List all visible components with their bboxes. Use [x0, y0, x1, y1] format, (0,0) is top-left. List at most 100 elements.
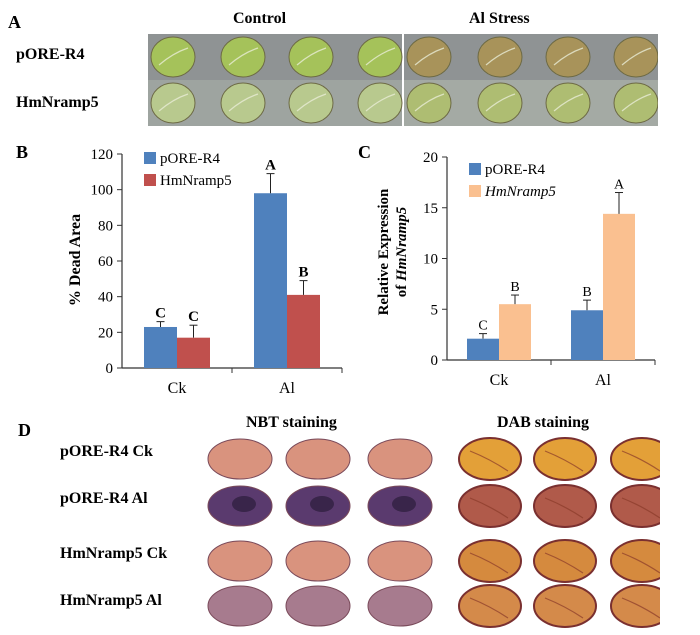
chart-b-legend-swatch-1 — [144, 174, 156, 186]
nbt-disc-0-2 — [367, 438, 433, 480]
chart-c-ylabel-prefix: of — [394, 281, 410, 297]
chart-b-bar-0-1 — [254, 193, 287, 368]
chart-c-ytick-label: 20 — [423, 150, 438, 166]
leaf-disc-a-0-2 — [288, 36, 334, 78]
chart-c-sig-letter-1-0: B — [510, 280, 519, 295]
leaf-vein-a-1-5 — [485, 93, 516, 112]
panel-d-row-label-1: pORE-R4 Al — [60, 490, 148, 507]
panel-d-header-dab: DAB staining — [497, 414, 590, 431]
chart-c-ytick-label: 0 — [431, 353, 439, 369]
chart-b-ylabel: % Dead Area — [67, 214, 84, 306]
chart-b-sig-letter-1-1: B — [298, 265, 308, 281]
chart-b-xtick-label: Ck — [168, 380, 187, 397]
nbt-disc-2-0 — [207, 540, 273, 582]
chart-c-legend-swatch-0 — [469, 163, 481, 175]
leaf-disc-a-1-7 — [613, 82, 658, 124]
panel-c-letter: C — [358, 142, 371, 162]
dab-vein-2-0 — [469, 552, 509, 574]
nbt-disc-0-0 — [207, 438, 273, 480]
chart-c-legend-swatch-1 — [469, 185, 481, 197]
leaf-disc-a-1-2 — [288, 82, 334, 124]
leaf-vein-a-1-6 — [553, 93, 584, 112]
leaf-vein-a-0-7 — [621, 47, 652, 66]
chart-c-sig-letter-0-0: C — [478, 319, 487, 334]
chart-c-legend-label-1: HmNramp5 — [484, 184, 556, 200]
dab-vein-0-2 — [621, 450, 660, 472]
chart-c-bar-0-0 — [467, 338, 499, 360]
leaf-vein-a-0-0 — [158, 47, 189, 66]
dab-disc-3-1 — [533, 584, 597, 628]
leaf-vein-a-0-2 — [296, 47, 327, 66]
chart-b-bar-1-0 — [177, 337, 210, 368]
chart-c-bar-1-1 — [603, 213, 635, 360]
leaf-disc-a-0-7 — [613, 36, 658, 78]
nbt-disc-3-2 — [367, 585, 433, 627]
dab-disc-1-2 — [610, 484, 660, 528]
chart-b-sig-letter-1-0: C — [188, 309, 199, 325]
leaf-disc-a-0-0 — [150, 36, 196, 78]
chart-c-ylabel-line2: of HmNramp5 — [394, 206, 410, 297]
panel-a-leaf-photo — [148, 34, 658, 126]
panel-d-letter: D — [18, 420, 31, 440]
chart-c-ytick-label: 10 — [423, 252, 438, 268]
dab-disc-0-1 — [533, 437, 597, 481]
panel-a-row-label-hmnramp5: HmNramp5 — [16, 94, 99, 111]
chart-c-ylabel-gene: HmNramp5 — [394, 206, 410, 282]
chart-b-legend-label-0: pORE-R4 — [160, 151, 221, 167]
dab-disc-2-1 — [533, 539, 597, 583]
chart-b-ytick-label: 20 — [98, 325, 113, 341]
dab-disc-2-0 — [458, 539, 522, 583]
dab-disc-0-2 — [610, 437, 660, 481]
chart-b-ytick-label: 0 — [106, 361, 114, 377]
dab-vein-0-0 — [469, 450, 509, 472]
panel-d-row-label-2: HmNramp5 Ck — [60, 545, 168, 562]
chart-b-bar-0-0 — [144, 326, 177, 368]
chart-c-xtick-label: Al — [595, 372, 612, 389]
dab-disc-3-0 — [458, 584, 522, 628]
chart-b-ytick-label: 60 — [98, 254, 113, 270]
chart-c-ylabel-line1: Relative Expression — [376, 188, 392, 315]
chart-b-ytick-label: 40 — [98, 290, 113, 306]
nbt-disc-2-1 — [285, 540, 351, 582]
chart-b-legend-label-1: HmNramp5 — [160, 173, 232, 189]
nbt-disc-2-2 — [367, 540, 433, 582]
dab-vein-3-0 — [469, 597, 509, 619]
leaf-disc-a-1-4 — [406, 82, 452, 124]
chart-b-svg: % Dead Area 0 20 40 60 80 100 120 Ck C C Al A BpORE-… — [67, 147, 343, 397]
leaf-vein-a-0-1 — [228, 47, 259, 66]
chart-b-sig-letter-0-0: C — [155, 306, 166, 322]
dab-disc-1-0 — [458, 484, 522, 528]
dab-disc-2-2 — [610, 539, 660, 583]
chart-b-sig-letter-0-1: A — [265, 158, 276, 174]
chart-c-ytick-label: 5 — [431, 302, 439, 318]
leaf-disc-a-0-1 — [220, 36, 266, 78]
dab-disc-3-2 — [610, 584, 660, 628]
leaf-disc-a-0-3 — [357, 36, 403, 78]
leaf-disc-a-1-3 — [357, 82, 403, 124]
chart-c-svg: Relative Expression of HmNramp5 0 5 10 15 20… — [376, 150, 656, 389]
leaf-disc-a-0-6 — [545, 36, 591, 78]
dab-vein-0-1 — [544, 450, 584, 472]
leaf-disc-a-1-1 — [220, 82, 266, 124]
panel-a-row-label-pore-r4: pORE-R4 — [16, 46, 85, 63]
chart-b-xtick-label: Al — [279, 380, 296, 397]
panel-d-row-label-3: HmNramp5 Al — [60, 592, 162, 609]
chart-c-legend-label-0: pORE-R4 — [485, 162, 546, 178]
leaf-disc-a-0-5 — [477, 36, 523, 78]
leaf-vein-a-1-0 — [158, 93, 189, 112]
dab-disc-0-0 — [458, 437, 522, 481]
panel-a-leaf-discs — [150, 36, 658, 124]
leaf-disc-a-1-6 — [545, 82, 591, 124]
chart-b-ytick-label: 120 — [91, 147, 114, 163]
dab-vein-2-1 — [544, 552, 584, 574]
leaf-vein-a-1-4 — [414, 93, 445, 112]
dab-vein-3-2 — [621, 597, 660, 619]
leaf-vein-a-1-2 — [296, 93, 327, 112]
nbt-disc-spot-1-2 — [392, 496, 416, 512]
dab-vein-1-0 — [469, 497, 509, 519]
leaf-disc-a-1-0 — [150, 82, 196, 124]
dab-vein-1-1 — [544, 497, 584, 519]
leaf-vein-a-1-3 — [365, 93, 396, 112]
